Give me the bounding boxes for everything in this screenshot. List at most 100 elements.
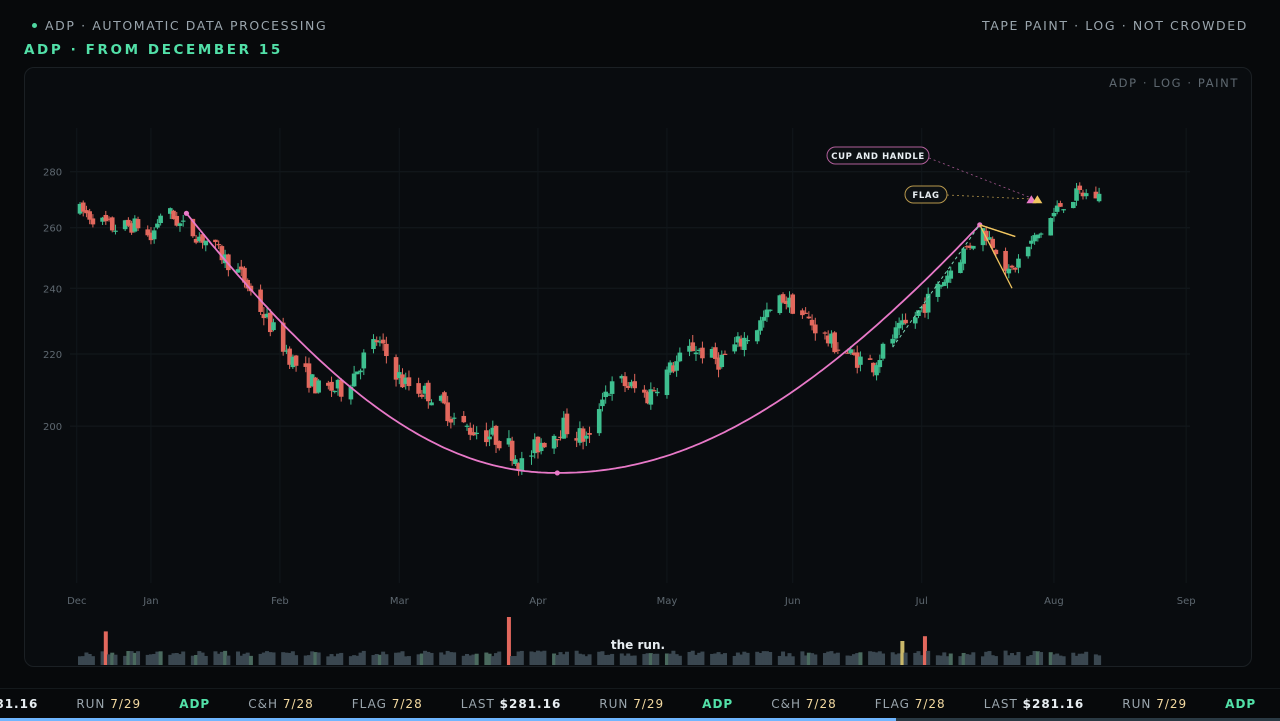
candle-body bbox=[358, 370, 363, 373]
candle-body bbox=[1029, 240, 1034, 244]
candle-body bbox=[429, 402, 434, 406]
volume-bar bbox=[426, 651, 431, 665]
volume-bar bbox=[448, 652, 453, 665]
candle-body bbox=[438, 395, 444, 401]
volume-bar bbox=[881, 653, 886, 665]
volume-bar bbox=[452, 652, 457, 665]
volume-bar bbox=[316, 652, 321, 665]
candle-body bbox=[316, 380, 321, 393]
volume-bar bbox=[855, 653, 860, 665]
volume-bar bbox=[352, 655, 357, 665]
volume-bar bbox=[958, 656, 963, 665]
candle-body bbox=[800, 310, 805, 316]
ticker-item: LAST $281.16 bbox=[983, 697, 1085, 711]
volume-bar bbox=[284, 652, 289, 665]
ticker-item: ADP bbox=[1225, 697, 1257, 711]
volume-bar bbox=[445, 650, 450, 665]
candle-body bbox=[903, 319, 908, 324]
volume-bar bbox=[1084, 651, 1089, 665]
volume-bar bbox=[126, 651, 131, 665]
candle-body bbox=[535, 436, 541, 453]
candle-body bbox=[171, 210, 176, 220]
candle-body bbox=[267, 312, 273, 333]
candle-body bbox=[922, 304, 928, 313]
candle-body bbox=[835, 349, 841, 351]
candle-body bbox=[696, 349, 702, 351]
volume-bar bbox=[603, 655, 608, 665]
candle-body bbox=[619, 375, 625, 379]
volume-bar bbox=[377, 654, 382, 665]
x-tick-label: Jun bbox=[784, 596, 801, 607]
volume-bar bbox=[87, 653, 92, 665]
volume-bar bbox=[535, 650, 540, 665]
ticker-item: C&H 7/28 bbox=[248, 697, 314, 711]
candle-body bbox=[168, 208, 173, 214]
volume-bar bbox=[397, 652, 402, 665]
panel-tag: ADP · LOG · PAINT bbox=[1109, 76, 1239, 90]
volume-bar bbox=[516, 651, 521, 665]
volume-bar bbox=[223, 650, 228, 665]
volume-bar bbox=[942, 652, 947, 665]
volume-bar bbox=[465, 654, 469, 665]
candle-body bbox=[806, 316, 812, 319]
ticker-track: 281.16 RUN 7/29 ADP C&H 7/28 FLAG 7/28 LAST $… bbox=[0, 697, 1280, 711]
volume-bar bbox=[623, 655, 628, 665]
candle-body bbox=[148, 232, 154, 241]
candle-body bbox=[600, 399, 605, 407]
candle-body bbox=[1058, 203, 1063, 207]
candle-body bbox=[893, 327, 899, 339]
candle-body bbox=[780, 294, 786, 303]
candle-body bbox=[351, 373, 357, 387]
candle-body bbox=[506, 438, 512, 445]
volume-bar bbox=[1058, 655, 1063, 665]
volume-bar bbox=[835, 652, 840, 665]
volume-bar bbox=[787, 653, 792, 665]
candle-body bbox=[687, 345, 692, 352]
volume-bar bbox=[442, 654, 447, 665]
chart-caption: the run. bbox=[611, 638, 665, 652]
candle-body bbox=[874, 365, 879, 376]
volume-bar bbox=[107, 654, 112, 665]
candle-body bbox=[958, 262, 963, 274]
candle-body bbox=[787, 297, 792, 308]
volume-bars bbox=[78, 617, 1102, 665]
candle-body bbox=[925, 293, 931, 313]
candle-body bbox=[558, 436, 563, 438]
volume-bar bbox=[287, 652, 292, 665]
flag-label: FLAG bbox=[904, 185, 948, 204]
volume-bar bbox=[587, 654, 592, 665]
candle-body bbox=[103, 214, 109, 222]
candle-body bbox=[587, 433, 592, 435]
candle-body bbox=[580, 428, 586, 442]
volume-bar bbox=[606, 654, 611, 665]
candle-body bbox=[645, 392, 650, 404]
candle-body bbox=[106, 218, 112, 220]
annotation-text: CUP AND HANDLE bbox=[831, 152, 925, 162]
candle-body bbox=[393, 357, 399, 380]
volume-bar bbox=[358, 652, 363, 665]
candle-body bbox=[264, 313, 270, 318]
candle-body bbox=[132, 218, 138, 232]
volume-bar bbox=[461, 655, 466, 665]
volume-bar bbox=[242, 653, 247, 665]
candle-body bbox=[719, 354, 725, 368]
volume-bar bbox=[394, 652, 399, 665]
volume-bar bbox=[652, 653, 657, 665]
volume-bar bbox=[1039, 652, 1044, 665]
company-label: ADP · AUTOMATIC DATA PROCESSING bbox=[45, 18, 328, 33]
candle-body bbox=[80, 202, 86, 212]
ticker-item: FLAG 7/28 bbox=[874, 697, 946, 711]
volume-bar bbox=[913, 652, 918, 665]
candle-body bbox=[700, 347, 705, 359]
candle-body bbox=[671, 365, 676, 372]
candle-body bbox=[448, 419, 454, 423]
annotation-pill bbox=[904, 185, 948, 204]
volume-bar bbox=[764, 651, 769, 665]
candle-body bbox=[745, 339, 750, 342]
candle-body bbox=[235, 269, 241, 273]
candle-body bbox=[945, 275, 950, 283]
candle-body bbox=[84, 210, 89, 214]
y-tick-label: 280 bbox=[43, 168, 62, 179]
volume-bar bbox=[168, 654, 173, 665]
candle-body bbox=[542, 442, 547, 448]
